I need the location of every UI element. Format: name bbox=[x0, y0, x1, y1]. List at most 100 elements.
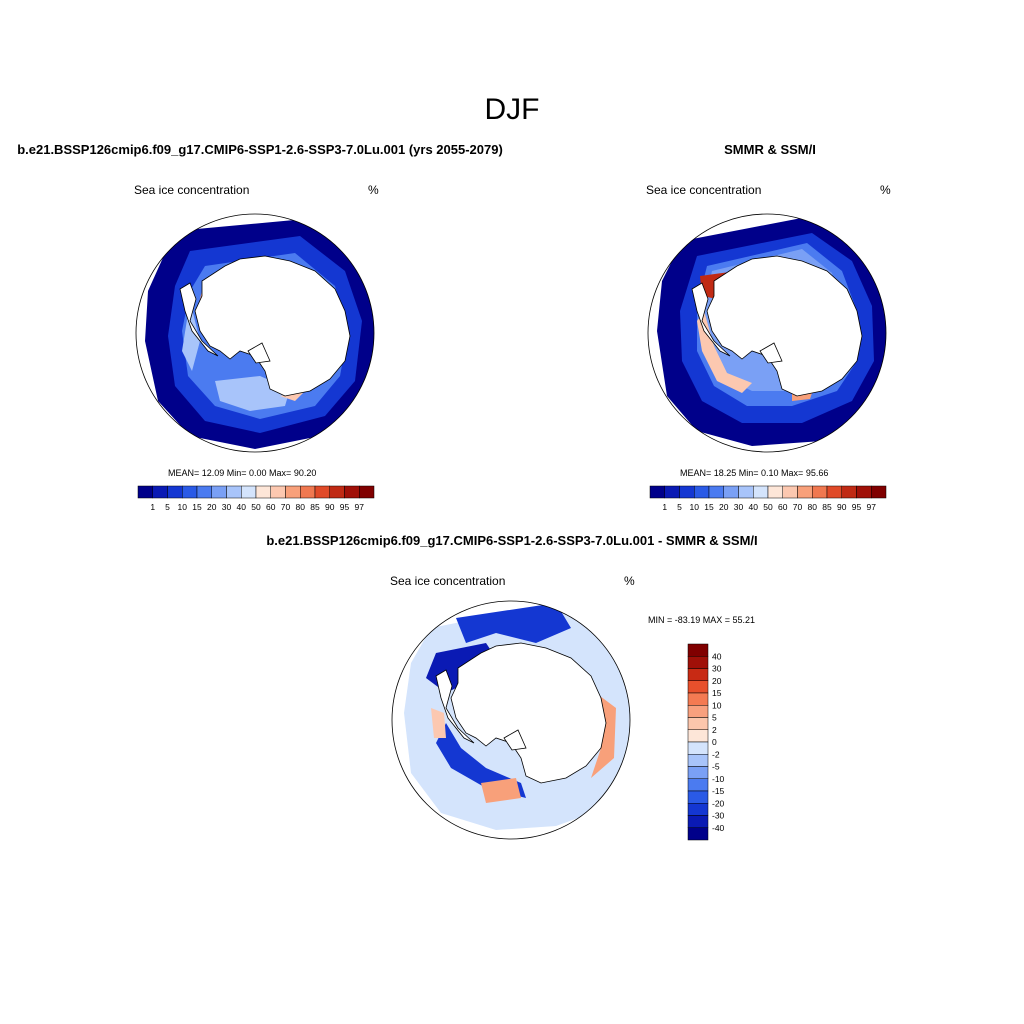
panel-3-colorbar-tick-label: 20 bbox=[712, 676, 722, 686]
panel-1-colorbar-tick-label: 90 bbox=[325, 502, 335, 512]
panel-2-colorbar-swatch bbox=[812, 485, 828, 499]
panel-2-colorbar-tick-label: 40 bbox=[749, 502, 759, 512]
panel-1-colorbar-swatch bbox=[255, 485, 271, 499]
panel-3-colorbar-tick-label: -20 bbox=[712, 798, 725, 808]
panel-1-colorbar-swatch bbox=[167, 485, 183, 499]
panel-2-colorbar-swatch bbox=[782, 485, 798, 499]
panel-1-colorbar-tick-label: 60 bbox=[266, 502, 276, 512]
panel-2-colorbar-tick-label: 70 bbox=[793, 502, 803, 512]
panel-3-colorbar-swatch bbox=[687, 754, 709, 767]
panel-3-colorbar-swatch bbox=[687, 717, 709, 730]
panel-3-colorbar-tick-label: -5 bbox=[712, 762, 720, 772]
panel-3-colorbar-tick-label: 10 bbox=[712, 700, 722, 710]
panel-1-title: b.e21.BSSP126cmip6.f09_g17.CMIP6-SSP1-2.… bbox=[17, 142, 503, 157]
panel-1-colorbar-swatch bbox=[211, 485, 227, 499]
panel-2-colorbar-tick-label: 1 bbox=[662, 502, 667, 512]
panel-3-colorbar-tick-label: -30 bbox=[712, 811, 725, 821]
panel-1-colorbar-swatch bbox=[344, 485, 360, 499]
panel-2-colorbar-swatch bbox=[708, 485, 724, 499]
panel-2-colorbar-swatch bbox=[679, 485, 695, 499]
panel-1-colorbar-tick-label: 20 bbox=[207, 502, 217, 512]
panel-3-stats: MIN = -83.19 MAX = 55.21 bbox=[648, 615, 756, 625]
panel-1-colorbar-tick-label: 5 bbox=[165, 502, 170, 512]
panel-3-colorbar-swatch bbox=[687, 656, 709, 669]
panel-2-colorbar-tick-label: 90 bbox=[837, 502, 847, 512]
panel-1-colorbar-swatch bbox=[329, 485, 345, 499]
panel-2-colorbar-tick-label: 60 bbox=[778, 502, 788, 512]
panel-2-colorbar: 1 5 10 15 20 30 40 50 60 70 80 85 90 95 97 bbox=[649, 485, 887, 512]
figure-title: DJF bbox=[484, 93, 540, 126]
panel-2-colorbar-tick-label: 80 bbox=[808, 502, 818, 512]
panel-2-colorbar-swatch bbox=[767, 485, 783, 499]
panel-1-colorbar-tick-label: 15 bbox=[192, 502, 202, 512]
panel-2-colorbar-swatch bbox=[753, 485, 769, 499]
panel-1-colorbar-swatch bbox=[300, 485, 316, 499]
panel-2-colorbar-swatch bbox=[871, 485, 887, 499]
panel-2-colorbar-tick-label: 10 bbox=[690, 502, 700, 512]
panel-1-colorbar-tick-label: 50 bbox=[251, 502, 261, 512]
panel-1-colorbar-swatch bbox=[270, 485, 286, 499]
panel-1-colorbar: 1 5 10 15 20 30 40 50 60 70 80 85 90 95 97 bbox=[137, 485, 375, 512]
panel-3-colorbar-swatch bbox=[687, 643, 709, 657]
panel-1-units-label: % bbox=[368, 183, 379, 197]
panel-1-colorbar-tick-label: 95 bbox=[340, 502, 350, 512]
panel-3-colorbar-swatch bbox=[687, 766, 709, 779]
panel-3-colorbar-tick-label: 15 bbox=[712, 688, 722, 698]
panel-3-colorbar-swatch bbox=[687, 778, 709, 792]
panel-2-colorbar-swatch bbox=[738, 485, 754, 499]
panel-3-colorbar-swatch bbox=[687, 705, 709, 718]
panel-3-colorbar-tick-label: -2 bbox=[712, 749, 720, 759]
panel-1-colorbar-tick-label: 80 bbox=[296, 502, 306, 512]
panel-2-colorbar-tick-label: 5 bbox=[677, 502, 682, 512]
panel-1-variable-label: Sea ice concentration bbox=[134, 183, 250, 197]
panel-3-colorbar-swatch bbox=[687, 680, 709, 694]
panel-3-colorbar-tick-label: 2 bbox=[712, 725, 717, 735]
panel-3-units-label: % bbox=[624, 574, 635, 588]
panel-2-colorbar-swatch bbox=[856, 485, 872, 499]
panel-1-colorbar-swatch bbox=[226, 485, 242, 499]
panel-3-colorbar-tick-label: -40 bbox=[712, 823, 725, 833]
panel-3-title: b.e21.BSSP126cmip6.f09_g17.CMIP6-SSP1-2.… bbox=[266, 533, 758, 548]
panel-3-variable-label: Sea ice concentration bbox=[390, 574, 506, 588]
panel-1-colorbar-swatch bbox=[359, 485, 375, 499]
panel-3-colorbar-tick-label: 0 bbox=[712, 737, 717, 747]
panel-2-polar-map bbox=[647, 213, 887, 453]
panel-1-colorbar-tick-label: 85 bbox=[310, 502, 320, 512]
panel-3-colorbar-swatch bbox=[687, 827, 709, 841]
panel-2-colorbar-swatch bbox=[664, 485, 680, 499]
panel-2-title: SMMR & SSM/I bbox=[724, 142, 816, 157]
panel-2-colorbar-swatch bbox=[797, 485, 813, 499]
panel-3-colorbar-tick-label: 5 bbox=[712, 713, 717, 723]
panel-3-colorbar-swatch bbox=[687, 668, 709, 681]
panel-2-colorbar-tick-label: 97 bbox=[867, 502, 877, 512]
panel-1-colorbar-swatch bbox=[241, 485, 257, 499]
panel-3-colorbar-swatch bbox=[687, 790, 709, 804]
panel-2-colorbar-swatch bbox=[649, 485, 665, 499]
panel-1-polar-map bbox=[135, 213, 375, 453]
panel-3-colorbar-tick-label: 30 bbox=[712, 664, 722, 674]
panel-2-variable-label: Sea ice concentration bbox=[646, 183, 762, 197]
panel-1-colorbar-swatch bbox=[314, 485, 330, 499]
panel-2-colorbar-tick-label: 15 bbox=[704, 502, 714, 512]
panel-1-colorbar-tick-label: 97 bbox=[355, 502, 365, 512]
panel-1-colorbar-swatch bbox=[152, 485, 168, 499]
panel-1-colorbar-swatch bbox=[137, 485, 153, 499]
panel-3-colorbar-tick-label: -15 bbox=[712, 786, 725, 796]
panel-1-colorbar-tick-label: 30 bbox=[222, 502, 232, 512]
panel-3-colorbar-swatch bbox=[687, 692, 709, 706]
panel-2-colorbar-swatch bbox=[841, 485, 857, 499]
panel-2-units-label: % bbox=[880, 183, 891, 197]
panel-1-stats: MEAN= 12.09 Min= 0.00 Max= 90.20 bbox=[168, 468, 317, 478]
panel-2-colorbar-swatch bbox=[723, 485, 739, 499]
panel-2-colorbar-swatch bbox=[826, 485, 842, 499]
panel-2-colorbar-tick-label: 30 bbox=[734, 502, 744, 512]
panel-3-colorbar-swatch bbox=[687, 815, 709, 828]
panel-1-colorbar-tick-label: 40 bbox=[237, 502, 247, 512]
panel-1-colorbar-swatch bbox=[285, 485, 301, 499]
panel-2-stats: MEAN= 18.25 Min= 0.10 Max= 95.66 bbox=[680, 468, 829, 478]
panel-3-colorbar-tick-label: -10 bbox=[712, 774, 725, 784]
panel-2-colorbar-tick-label: 95 bbox=[852, 502, 862, 512]
panel-1-colorbar-swatch bbox=[196, 485, 212, 499]
panel-2-colorbar-tick-label: 85 bbox=[822, 502, 832, 512]
